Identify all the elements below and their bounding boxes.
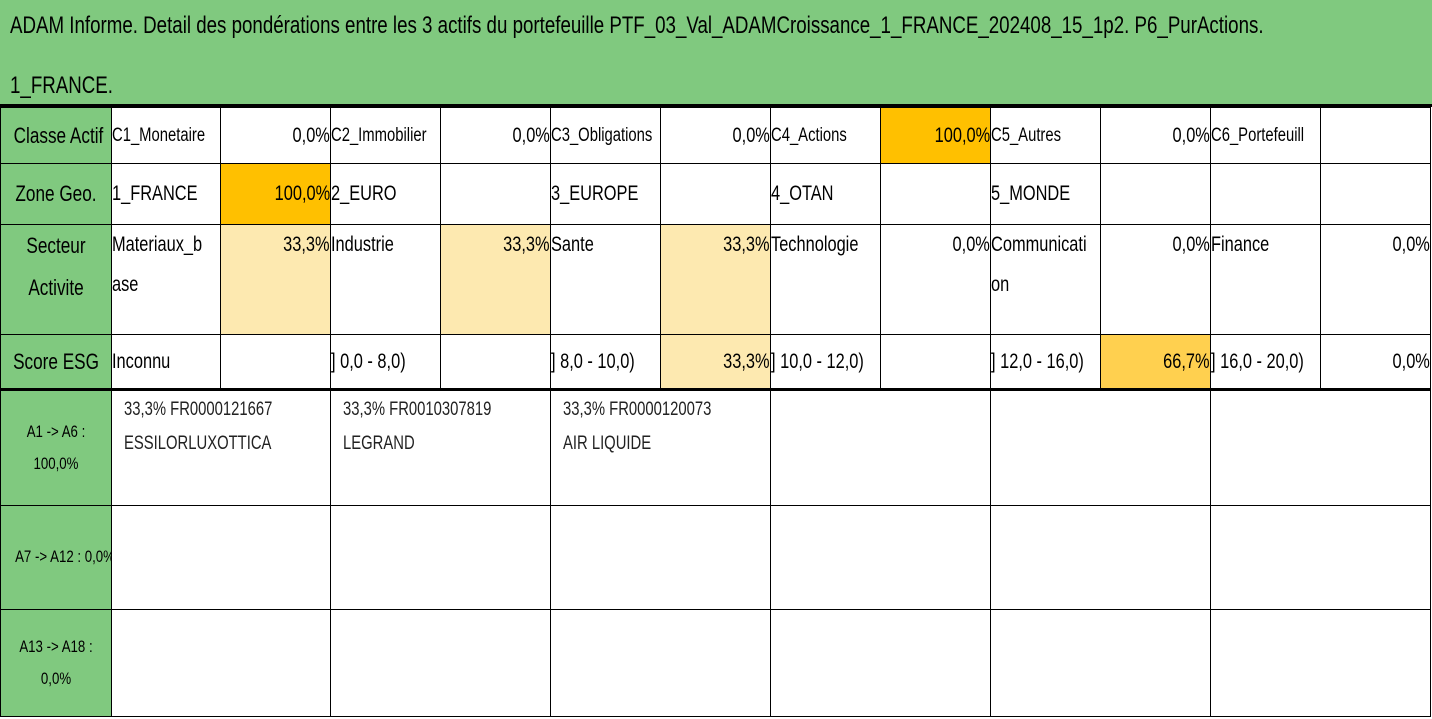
cell-pct-esg-6[interactable]: 0,0% bbox=[1320, 334, 1431, 391]
cell-pct-esg-5[interactable]: 66,7% bbox=[1100, 334, 1211, 391]
asset-cell-3[interactable]: 33,3% FR0000120073 AIR LIQUIDE bbox=[550, 389, 771, 506]
cell-pct-secteur-2[interactable]: 33,3% bbox=[440, 224, 551, 335]
cell-name-secteur-3[interactable]: Sante bbox=[550, 224, 661, 335]
cell-pct-zone-6[interactable] bbox=[1320, 163, 1431, 225]
cell-name-c4[interactable]: C4_Actions bbox=[770, 107, 881, 164]
cell-pct-c1[interactable]: 0,0% bbox=[220, 107, 331, 164]
cell-name-esg-3[interactable]: ] 8,0 - 10,0) bbox=[550, 334, 661, 391]
row-assets-a7-a12: A7 -> A12 : 0,0% bbox=[0, 505, 1431, 610]
cell-pct-secteur-3[interactable]: 33,3% bbox=[660, 224, 771, 335]
row-classe-actif: Classe Actif C1_Monetaire 0,0% C2_Immobi… bbox=[0, 107, 1431, 164]
cell-pct-c5[interactable]: 0,0% bbox=[1100, 107, 1211, 164]
cell-name-c3[interactable]: C3_Obligations bbox=[550, 107, 661, 164]
asset-cell-11[interactable] bbox=[990, 505, 1211, 610]
cell-pct-zone-4[interactable] bbox=[880, 163, 991, 225]
cell-pct-secteur-6[interactable]: 0,0% bbox=[1320, 224, 1431, 335]
asset-cell-4[interactable] bbox=[770, 389, 991, 506]
asset-cell-16[interactable] bbox=[770, 609, 991, 717]
report-header: ADAM Informe. Detail des pondérations en… bbox=[0, 0, 1432, 107]
cell-name-zone-1[interactable]: 1_FRANCE bbox=[111, 163, 221, 225]
cell-name-zone-4[interactable]: 4_OTAN bbox=[770, 163, 881, 225]
asset-cell-7[interactable] bbox=[111, 505, 331, 610]
cell-name-c5[interactable]: C5_Autres bbox=[990, 107, 1101, 164]
cell-pct-zone-2[interactable] bbox=[440, 163, 551, 225]
cell-pct-esg-4[interactable] bbox=[880, 334, 991, 391]
asset-cell-5[interactable] bbox=[990, 389, 1211, 506]
cell-name-c2[interactable]: C2_Immobilier bbox=[330, 107, 441, 164]
asset-cell-12[interactable] bbox=[1210, 505, 1431, 610]
row-zone-geo: Zone Geo. 1_FRANCE 100,0% 2_EURO 3_EUROP… bbox=[0, 163, 1431, 225]
cell-name-c1[interactable]: C1_Monetaire bbox=[111, 107, 221, 164]
asset-cell-18[interactable] bbox=[1210, 609, 1431, 717]
asset-cell-17[interactable] bbox=[990, 609, 1211, 717]
report-title: ADAM Informe. Detail des pondérations en… bbox=[10, 12, 1264, 39]
cell-name-esg-4[interactable]: ] 10,0 - 12,0) bbox=[770, 334, 881, 391]
asset-cell-1[interactable]: 33,3% FR0000121667 ESSILORLUXOTTICA bbox=[111, 389, 331, 506]
cell-name-secteur-6[interactable]: Finance bbox=[1210, 224, 1321, 335]
cell-name-zone-2[interactable]: 2_EURO bbox=[330, 163, 441, 225]
report-title-continuation: 1_FRANCE. bbox=[10, 72, 113, 99]
cell-pct-esg-3[interactable]: 33,3% bbox=[660, 334, 771, 391]
cell-name-secteur-1[interactable]: Materiaux_b ase bbox=[111, 224, 221, 335]
weights-table: Classe Actif C1_Monetaire 0,0% C2_Immobi… bbox=[0, 107, 1431, 717]
cell-pct-zone-3[interactable] bbox=[660, 163, 771, 225]
row-assets-a1-a6: A1 -> A6 : 100,0% 33,3% FR0000121667 ESS… bbox=[0, 389, 1431, 506]
cell-pct-zone-5[interactable] bbox=[1100, 163, 1211, 225]
cell-name-esg-1[interactable]: Inconnu bbox=[111, 334, 221, 391]
row-label-a7-a12: A7 -> A12 : 0,0% bbox=[0, 505, 112, 610]
asset-cell-8[interactable] bbox=[330, 505, 551, 610]
asset-cell-15[interactable] bbox=[550, 609, 771, 717]
cell-pct-secteur-1[interactable]: 33,3% bbox=[220, 224, 331, 335]
cell-name-zone-5[interactable]: 5_MONDE bbox=[990, 163, 1101, 225]
row-label-a13-a18: A13 -> A18 : 0,0% bbox=[0, 609, 112, 717]
cell-name-zone-3[interactable]: 3_EUROPE bbox=[550, 163, 661, 225]
cell-pct-c3[interactable]: 0,0% bbox=[660, 107, 771, 164]
row-score-esg: Score ESG Inconnu ] 0,0 - 8,0) ] 8,0 - 1… bbox=[0, 334, 1431, 391]
asset-cell-2[interactable]: 33,3% FR0010307819 LEGRAND bbox=[330, 389, 551, 506]
row-assets-a13-a18: A13 -> A18 : 0,0% bbox=[0, 609, 1431, 717]
asset-cell-9[interactable] bbox=[550, 505, 771, 610]
cell-name-esg-5[interactable]: ] 12,0 - 16,0) bbox=[990, 334, 1101, 391]
row-label-score-esg: Score ESG bbox=[0, 334, 112, 391]
cell-name-secteur-4[interactable]: Technologie bbox=[770, 224, 881, 335]
cell-pct-c6[interactable] bbox=[1320, 107, 1431, 164]
cell-name-secteur-5[interactable]: Communicati on bbox=[990, 224, 1101, 335]
cell-name-zone-6[interactable] bbox=[1210, 163, 1321, 225]
row-label-secteur: Secteur Activite bbox=[0, 224, 112, 335]
asset-cell-6[interactable] bbox=[1210, 389, 1431, 506]
cell-name-c6[interactable]: C6_Portefeuill bbox=[1210, 107, 1321, 164]
cell-pct-secteur-5[interactable]: 0,0% bbox=[1100, 224, 1211, 335]
row-label-classe-actif: Classe Actif bbox=[0, 107, 112, 164]
asset-cell-13[interactable] bbox=[111, 609, 331, 717]
row-label-zone-geo: Zone Geo. bbox=[0, 163, 112, 225]
cell-pct-secteur-4[interactable]: 0,0% bbox=[880, 224, 991, 335]
row-label-a1-a6: A1 -> A6 : 100,0% bbox=[0, 389, 112, 506]
cell-name-secteur-2[interactable]: Industrie bbox=[330, 224, 441, 335]
asset-cell-10[interactable] bbox=[770, 505, 991, 610]
cell-pct-esg-2[interactable] bbox=[440, 334, 551, 391]
cell-name-esg-2[interactable]: ] 0,0 - 8,0) bbox=[330, 334, 441, 391]
row-secteur-activite: Secteur Activite Materiaux_b ase 33,3% I… bbox=[0, 224, 1431, 335]
cell-pct-c4[interactable]: 100,0% bbox=[880, 107, 991, 164]
cell-pct-zone-1[interactable]: 100,0% bbox=[220, 163, 331, 225]
cell-name-esg-6[interactable]: ] 16,0 - 20,0) bbox=[1210, 334, 1321, 391]
cell-pct-c2[interactable]: 0,0% bbox=[440, 107, 551, 164]
asset-cell-14[interactable] bbox=[330, 609, 551, 717]
cell-pct-esg-1[interactable] bbox=[220, 334, 331, 391]
